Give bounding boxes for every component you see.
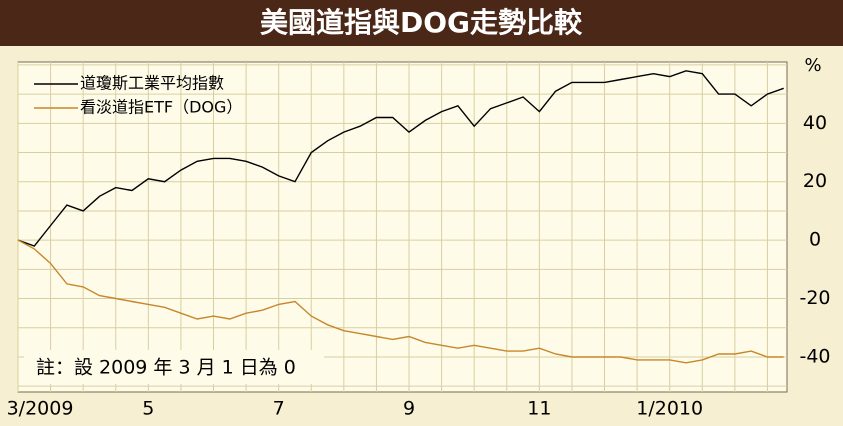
annotation-box [24,350,324,384]
x-tick-label: 7 [273,398,285,420]
y-tick-label: -20 [799,287,830,309]
legend-label: 看淡道指ETF（DOG） [80,98,242,117]
x-tick-label: 3/2009 [7,398,74,420]
x-tick-label: 5 [142,398,154,420]
annotation: 註：設 2009 年 3 月 1 日為 0 [36,357,296,379]
y-tick-label: 20 [803,170,827,192]
x-tick-label: 1/2010 [636,398,703,420]
y-unit-label: % [804,55,821,76]
grid [17,62,787,392]
x-tick-label: 11 [527,398,551,420]
lines [17,70,784,364]
title-bar [0,0,843,46]
series-line [17,70,784,247]
y-tick-label: 0 [809,229,821,251]
chart-title: 美國道指與DOG走勢比較 [260,6,583,39]
legend-label: 道瓊斯工業平均指數 [80,74,224,93]
y-tick-label: -40 [799,345,830,367]
y-tick-label: 40 [803,112,827,134]
series-line [17,239,784,364]
x-tick-label: 9 [403,398,415,420]
